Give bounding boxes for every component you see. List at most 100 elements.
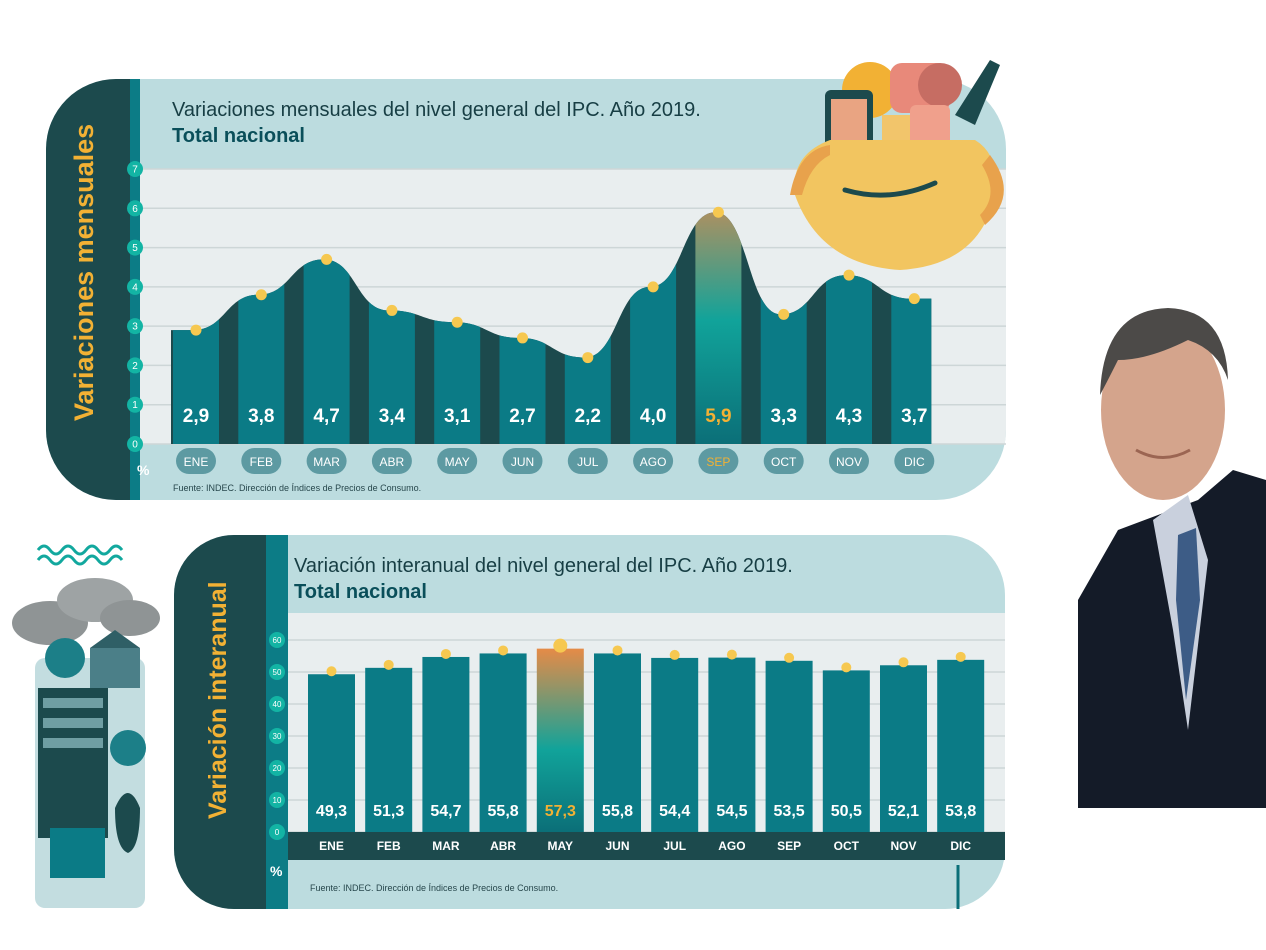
point-dic	[955, 651, 966, 662]
point-jul	[669, 649, 680, 660]
value-label: 3,3	[770, 406, 796, 427]
politician-photo	[1078, 300, 1266, 808]
point-feb	[255, 289, 267, 301]
month-label: ENE	[319, 839, 344, 853]
value-label: 2,2	[575, 406, 601, 427]
y-tick-label: 30	[273, 732, 282, 741]
bar-ago	[708, 657, 756, 832]
bar-may	[536, 648, 584, 832]
month-label: JUN	[605, 839, 629, 853]
value-label: 51,3	[373, 803, 404, 820]
bar-dic	[937, 659, 985, 832]
y-tick-label: 50	[273, 668, 282, 677]
yearly-ipc-chart: 0 10 20 30 40 50 60 49,3 51,3 54,7 55,8 57,3 55,8 54…	[174, 535, 1005, 909]
month-label: SEP	[777, 839, 801, 853]
point-ene	[190, 324, 202, 336]
title-line2: Total nacional	[172, 125, 305, 147]
month-pill	[894, 448, 935, 474]
y-tick-label: 10	[273, 796, 282, 805]
yearly-ipc-panel: 0 10 20 30 40 50 60 49,3 51,3 54,7 55,8 57,3 55,8 54…	[174, 535, 1005, 909]
y-tick-label: 2	[132, 361, 138, 372]
month-label: NOV	[890, 839, 916, 853]
value-label: 54,7	[430, 803, 461, 820]
point-sep	[784, 652, 795, 663]
y-tick-label: 4	[132, 282, 138, 293]
side-label: Variaciones mensuales	[69, 123, 99, 421]
month-label: FEB	[250, 455, 273, 469]
month-pill	[241, 448, 282, 474]
chart-title: Variación interanual del nivel general d…	[294, 553, 793, 605]
month-label: OCT	[771, 455, 797, 469]
month-pill	[829, 448, 869, 474]
value-label: 4,3	[836, 406, 862, 427]
month-label: NOV	[836, 455, 862, 469]
y-tick-marker	[269, 824, 285, 840]
y-tick-marker	[127, 357, 143, 374]
point-oct	[778, 308, 790, 320]
month-pill	[437, 448, 478, 474]
value-label: 3,4	[379, 406, 406, 427]
point-mar	[321, 253, 333, 265]
y-tick-label: 1	[132, 400, 138, 411]
chart-title: Variaciones mensuales del nivel general …	[172, 97, 701, 149]
month-pill	[763, 448, 804, 474]
value-label: 55,8	[602, 803, 633, 820]
bar-ene	[308, 674, 355, 832]
bar-sep	[695, 212, 742, 444]
point-mar	[440, 648, 451, 659]
month-label: ABR	[380, 455, 405, 469]
y-tick-marker	[269, 696, 285, 712]
month-label: FEB	[377, 839, 401, 853]
month-pill	[306, 448, 347, 474]
point-may	[451, 316, 463, 328]
city-illustration	[12, 544, 160, 908]
bar-abr	[479, 653, 527, 832]
value-label: 52,1	[888, 803, 919, 820]
y-tick-marker	[269, 760, 285, 776]
bar-feb	[365, 667, 413, 832]
y-tick-marker	[127, 318, 143, 335]
point-sep	[712, 206, 724, 218]
y-tick-marker	[127, 200, 143, 217]
y-tick-label: 7	[132, 165, 138, 176]
value-label: 5,9	[705, 406, 731, 427]
point-abr	[498, 645, 509, 656]
y-tick-label: 0	[275, 828, 280, 837]
y-tick-marker	[269, 664, 285, 680]
y-tick-label: 5	[132, 243, 138, 254]
title-line1: Variaciones mensuales del nivel general …	[172, 99, 701, 121]
y-tick-label: 3	[132, 322, 138, 333]
title-line2: Total nacional	[294, 581, 427, 603]
axis-strip	[266, 535, 288, 909]
side-band	[46, 79, 130, 500]
month-label: DIC	[904, 455, 925, 469]
value-label: 57,3	[545, 803, 576, 820]
month-label: JUN	[511, 455, 534, 469]
category-band	[288, 832, 1005, 860]
y-tick-marker	[269, 632, 285, 648]
value-label: 55,8	[488, 803, 519, 820]
month-label: MAY	[548, 839, 574, 853]
point-jul	[582, 352, 594, 364]
y-tick-marker	[127, 396, 143, 413]
point-abr	[386, 304, 398, 316]
bar-nov	[880, 665, 927, 832]
point-ene	[326, 666, 337, 677]
month-label: AGO	[718, 839, 745, 853]
month-pill	[176, 448, 216, 474]
y-tick-label: 6	[132, 204, 138, 215]
bar-jun	[594, 653, 641, 832]
month-label: MAR	[432, 839, 460, 853]
y-tick-label: 40	[273, 700, 282, 709]
point-nov	[843, 269, 855, 281]
point-ago	[647, 281, 659, 293]
y-tick-label: 20	[273, 764, 282, 773]
y-tick-label: 0	[132, 440, 138, 451]
side-band	[174, 535, 266, 909]
bar-mar	[422, 656, 470, 832]
side-label: Variación interanual	[204, 581, 232, 819]
value-label: 53,5	[774, 803, 805, 820]
value-label: 50,5	[831, 803, 862, 820]
point-ago	[726, 649, 737, 660]
y-tick-label: 60	[273, 636, 282, 645]
